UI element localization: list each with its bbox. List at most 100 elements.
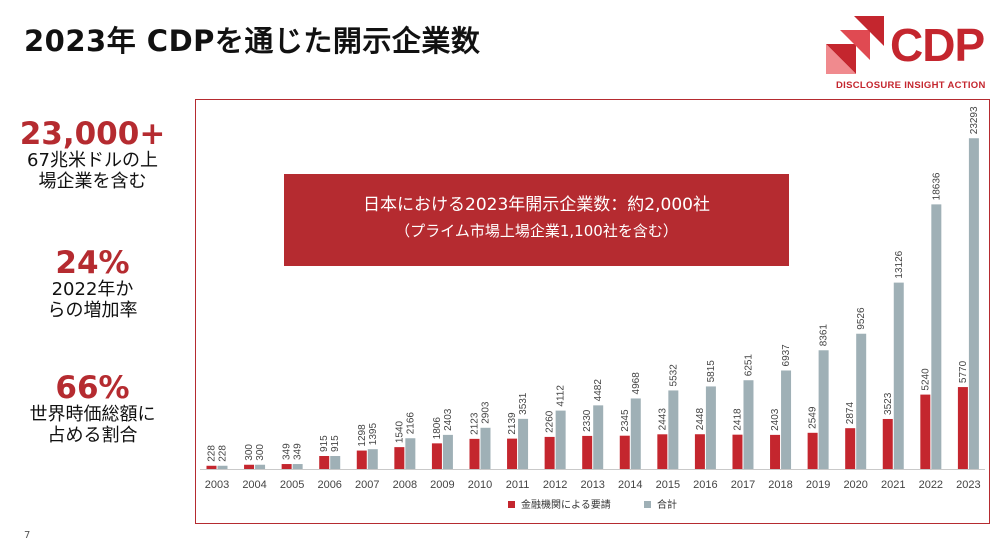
bar-financial xyxy=(882,418,893,469)
data-label-total: 2166 xyxy=(405,412,416,435)
bar-financial xyxy=(770,434,781,469)
banner-line1: 日本における2023年開示企業数：約2,000社 xyxy=(363,195,710,215)
bar-financial xyxy=(845,428,856,469)
bar-total xyxy=(931,204,942,469)
logo-wordmark: CDP xyxy=(890,19,985,71)
stat-growth: 24% 2022年か らの増加率 xyxy=(0,246,185,321)
bar-financial xyxy=(657,434,668,469)
data-label-total: 5532 xyxy=(668,364,679,387)
data-label-financial: 2123 xyxy=(469,412,480,435)
bar-financial xyxy=(957,387,968,469)
x-tick-label: 2012 xyxy=(543,479,567,491)
x-tick-label: 2013 xyxy=(580,479,604,491)
bar-total xyxy=(668,390,679,469)
bar-total xyxy=(630,398,641,469)
data-label-financial: 3523 xyxy=(883,392,894,415)
bar-total xyxy=(442,434,453,469)
stat-value: 24% xyxy=(55,245,130,281)
data-label-total: 5815 xyxy=(706,360,717,383)
data-label-total: 9526 xyxy=(856,307,867,330)
bar-financial xyxy=(356,450,367,469)
x-tick-label: 2016 xyxy=(693,479,717,491)
stat-caption: 2022年か らの増加率 xyxy=(47,279,138,321)
x-tick-label: 2017 xyxy=(731,479,755,491)
data-label-total: 13126 xyxy=(894,250,905,278)
bar-financial xyxy=(469,438,480,469)
x-tick-label: 2004 xyxy=(242,479,266,491)
x-tick-label: 2010 xyxy=(468,479,492,491)
data-label-financial: 2418 xyxy=(732,408,743,431)
data-label-total: 349 xyxy=(293,443,304,460)
bar-total xyxy=(705,386,716,469)
x-tick-label: 2006 xyxy=(317,479,341,491)
chart-panel xyxy=(195,99,990,524)
data-label-financial: 2345 xyxy=(620,409,631,432)
data-label-financial: 1540 xyxy=(394,420,405,443)
bar-total xyxy=(292,464,303,469)
bar-total xyxy=(593,405,604,469)
x-tick-label: 2005 xyxy=(280,479,304,491)
x-tick-label: 2020 xyxy=(843,479,867,491)
x-tick-label: 2009 xyxy=(430,479,454,491)
data-label-total: 23293 xyxy=(969,106,980,134)
data-label-financial: 2448 xyxy=(695,408,706,431)
x-tick-label: 2011 xyxy=(506,479,530,491)
x-tick-label: 2015 xyxy=(656,479,680,491)
bar-financial xyxy=(281,464,292,469)
data-label-total: 2903 xyxy=(480,401,491,424)
stat-caption: 世界時価総額に 占める割合 xyxy=(29,404,156,446)
x-tick-label: 2019 xyxy=(806,479,830,491)
bar-total xyxy=(480,427,491,469)
bar-financial xyxy=(732,434,743,469)
x-tick-label: 2021 xyxy=(881,479,905,491)
x-tick-label: 2022 xyxy=(919,479,943,491)
page-title: 2023年 CDPを通じた開示企業数 xyxy=(24,24,481,58)
data-label-financial: 1806 xyxy=(432,417,443,440)
data-label-financial: 915 xyxy=(319,435,330,452)
x-tick-label: 2008 xyxy=(393,479,417,491)
data-label-financial: 228 xyxy=(207,445,218,462)
data-label-total: 6251 xyxy=(743,354,754,377)
bar-total xyxy=(555,410,566,469)
bar-financial xyxy=(582,435,593,469)
page-number: 7 xyxy=(24,530,31,541)
bar-total xyxy=(330,456,341,469)
data-label-financial: 1298 xyxy=(357,424,368,447)
data-label-financial: 2403 xyxy=(770,408,781,431)
stat-value: 66% xyxy=(55,370,130,406)
data-label-total: 4482 xyxy=(593,379,604,402)
data-label-financial: 2260 xyxy=(545,410,556,433)
legend-label-financial: 金融機関による要請 xyxy=(521,498,611,511)
data-label-financial: 349 xyxy=(282,443,293,460)
data-label-financial: 2330 xyxy=(582,409,593,432)
x-tick-label: 2007 xyxy=(355,479,379,491)
data-label-total: 18636 xyxy=(931,172,942,200)
data-label-total: 6937 xyxy=(781,344,792,367)
bar-total xyxy=(781,370,792,469)
data-label-financial: 5240 xyxy=(920,368,931,391)
bar-financial xyxy=(920,394,931,469)
legend-label-total: 合計 xyxy=(657,498,677,511)
cdp-logo: CDP DISCLOSURE INSIGHT ACTION xyxy=(826,16,991,92)
data-label-total: 2403 xyxy=(443,408,454,431)
data-label-total: 915 xyxy=(330,435,341,452)
x-tick-label: 2023 xyxy=(956,479,980,491)
data-label-total: 1395 xyxy=(368,423,379,446)
bar-financial xyxy=(394,447,405,469)
bar-financial xyxy=(244,464,255,469)
bar-total xyxy=(893,282,904,469)
logo-tagline: DISCLOSURE INSIGHT ACTION xyxy=(836,80,986,91)
data-label-financial: 2139 xyxy=(507,412,518,435)
legend-swatch-total xyxy=(644,501,651,508)
data-label-financial: 5770 xyxy=(958,360,969,383)
data-label-total: 228 xyxy=(218,445,229,462)
bar-financial xyxy=(431,443,442,469)
stat-market-cap: 66% 世界時価総額に 占める割合 xyxy=(0,371,185,446)
data-label-financial: 300 xyxy=(244,444,255,461)
data-label-total: 3531 xyxy=(518,392,529,415)
data-label-financial: 2874 xyxy=(845,402,856,425)
cdp-logo-icon xyxy=(826,16,884,74)
bar-financial xyxy=(319,456,330,469)
data-label-total: 4112 xyxy=(556,385,567,407)
